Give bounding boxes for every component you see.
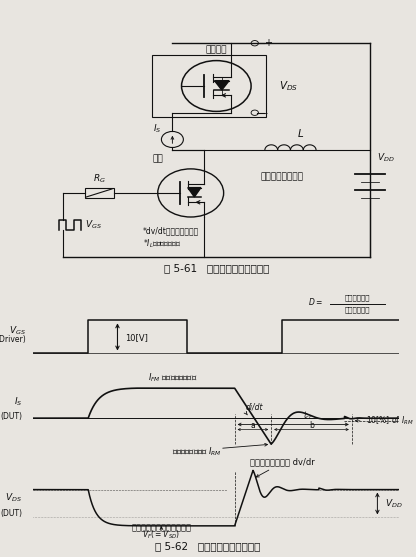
Text: $I_S$: $I_S$ <box>153 123 161 135</box>
Text: $V_{DD}$: $V_{DD}$ <box>385 497 402 510</box>
Text: +: + <box>264 38 272 48</box>
Text: $V_F(=V_{SD})$: $V_F(=V_{SD})$ <box>142 529 181 541</box>
Text: (DUT): (DUT) <box>0 412 22 421</box>
Text: *$I_L$由脉冲周期控制: *$I_L$由脉冲周期控制 <box>143 237 181 250</box>
Text: 体二极管正向电压下降曲线: 体二极管正向电压下降曲线 <box>131 524 191 533</box>
Text: di/dt: di/dt <box>245 403 263 412</box>
Text: 同被测器件同类型: 同被测器件同类型 <box>261 173 304 182</box>
Text: a: a <box>250 421 255 430</box>
Text: 体二极管反向电流 $I_{RM}$: 体二极管反向电流 $I_{RM}$ <box>172 446 222 458</box>
Text: 体二极管恢复特性 dv/dr: 体二极管恢复特性 dv/dr <box>250 457 314 466</box>
Text: $V_{DS}$: $V_{DS}$ <box>5 492 22 504</box>
Text: $V_{DS}$: $V_{DS}$ <box>279 79 297 93</box>
Text: *dv/dt由栅极电阻控制: *dv/dt由栅极电阻控制 <box>143 226 199 235</box>
Text: L: L <box>297 129 303 139</box>
Text: $R_G$: $R_G$ <box>93 173 106 185</box>
Text: $I_{FM}$ 体二极管正向电流: $I_{FM}$ 体二极管正向电流 <box>148 371 197 384</box>
Text: -: - <box>264 108 268 118</box>
Text: (DUT): (DUT) <box>0 509 22 518</box>
Text: $t_{rr}$: $t_{rr}$ <box>303 410 313 422</box>
Text: 被测器件: 被测器件 <box>206 45 227 54</box>
Text: 10[%] of $I_{RM}$: 10[%] of $I_{RM}$ <box>366 414 414 427</box>
Text: $I_S$: $I_S$ <box>14 395 22 408</box>
Text: 图 5-62   反向二极管测试时序图: 图 5-62 反向二极管测试时序图 <box>155 541 261 551</box>
Text: $V_{DD}$: $V_{DD}$ <box>377 152 395 164</box>
Text: b: b <box>309 421 314 430</box>
Text: (Driver): (Driver) <box>0 335 26 344</box>
Polygon shape <box>188 188 201 197</box>
Text: $D=$: $D=$ <box>308 296 323 306</box>
Text: $V_{GS}$: $V_{GS}$ <box>9 324 26 337</box>
Text: 门控脉冲周期: 门控脉冲周期 <box>344 306 370 313</box>
Text: 图 5-61   反向二极管测试电路图: 图 5-61 反向二极管测试电路图 <box>163 263 269 273</box>
Text: 门控脉冲宽度: 门控脉冲宽度 <box>344 294 370 301</box>
Text: 10[V]: 10[V] <box>125 333 148 341</box>
Polygon shape <box>215 81 229 90</box>
Text: $V_{GS}$: $V_{GS}$ <box>84 219 102 231</box>
Text: 驱动: 驱动 <box>152 154 163 164</box>
FancyBboxPatch shape <box>84 188 114 198</box>
